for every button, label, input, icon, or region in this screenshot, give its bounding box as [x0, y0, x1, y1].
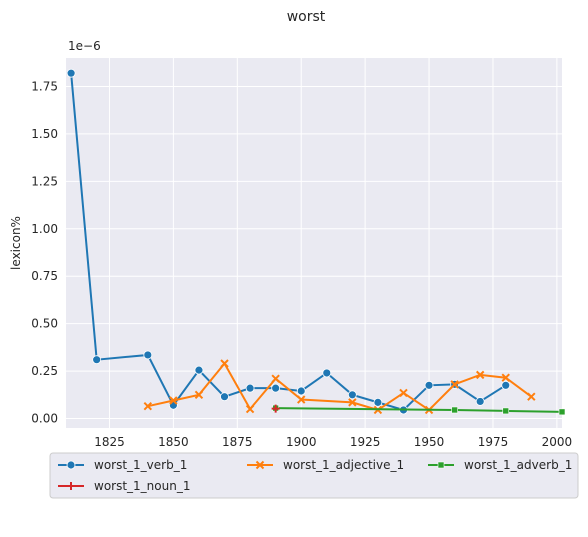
x-tick-label: 1950 [414, 435, 445, 449]
data-point [451, 406, 458, 414]
data-point [297, 395, 306, 404]
y-tick-label: 1.50 [31, 127, 58, 141]
data-point [475, 370, 485, 380]
data-point [220, 359, 229, 368]
x-tick-label: 1975 [478, 435, 509, 449]
data-point [373, 397, 383, 407]
data-point [143, 350, 153, 360]
y-tick-label: 0.50 [31, 317, 58, 331]
data-point [169, 396, 178, 405]
data-point [271, 374, 280, 383]
legend-label: worst_1_adjective_1 [283, 458, 404, 472]
x-tick-label: 1850 [158, 435, 189, 449]
x-tick-label: 1875 [222, 435, 253, 449]
data-point [399, 388, 408, 398]
data-point [194, 390, 204, 400]
legend-marker [437, 461, 445, 469]
legend-item: worst_1_adjective_1 [247, 458, 404, 472]
legend-item: worst_1_adverb_1 [428, 458, 572, 472]
data-point [502, 407, 510, 415]
chart-title: worst [287, 9, 326, 25]
legend-label: worst_1_adverb_1 [464, 458, 572, 472]
y-axis-label: lexicon% [9, 216, 23, 270]
y-tick-label: 1.00 [31, 222, 58, 236]
x-tick-label: 1925 [350, 435, 381, 449]
x-tick-label: 1825 [94, 435, 125, 449]
data-point [527, 392, 536, 401]
data-point [66, 68, 76, 78]
data-point [475, 397, 485, 406]
data-point [296, 386, 306, 396]
data-point [92, 355, 102, 365]
data-point [220, 392, 229, 402]
data-point [348, 398, 357, 407]
x-tick-label: 2000 [542, 435, 573, 449]
x-ticks: 1825 1850 1875 1900 1925 1950 1975 2000 [94, 435, 572, 449]
x-tick-label: 1900 [286, 435, 317, 449]
y-tick-label: 0.75 [31, 269, 58, 283]
data-point [347, 390, 357, 400]
legend-marker [255, 460, 265, 470]
data-point [322, 368, 332, 378]
y-tick-label: 1.25 [31, 174, 58, 188]
legend-marker [67, 482, 75, 490]
data-point [501, 380, 511, 390]
legend-label: worst_1_noun_1 [94, 479, 190, 493]
series-line [275, 407, 563, 413]
series-layer [66, 68, 566, 416]
data-point [245, 404, 255, 414]
y-tick-label: 0.25 [31, 364, 58, 378]
data-point [194, 365, 204, 375]
data-point [558, 408, 566, 416]
y-tick-label: 0.00 [31, 412, 58, 426]
series-worst_1_adjective_1 [143, 359, 536, 415]
data-point [450, 380, 459, 389]
series-worst_1_noun_1 [271, 404, 280, 413]
data-point [271, 404, 280, 413]
data-point [271, 383, 281, 393]
series-worst_1_verb_1 [66, 68, 511, 415]
legend-marker [66, 460, 76, 470]
legend-item: worst_1_verb_1 [58, 458, 187, 472]
data-point [424, 380, 434, 390]
y-offset-label: 1e−6 [68, 39, 101, 53]
legend-label: worst_1_verb_1 [94, 458, 187, 472]
data-point [501, 373, 510, 382]
y-tick-label: 1.75 [31, 79, 58, 93]
y-ticks: 0.00 0.25 0.50 0.75 1.00 1.25 1.50 1.75 [31, 79, 58, 425]
plot-area [66, 58, 562, 428]
data-point [143, 401, 153, 411]
legend-item: worst_1_noun_1 [58, 479, 190, 493]
grid-lines [66, 58, 562, 428]
legend: worst_1_verb_1 worst_1_adjective_1 worst_1… [49, 452, 579, 499]
data-point [245, 383, 255, 393]
